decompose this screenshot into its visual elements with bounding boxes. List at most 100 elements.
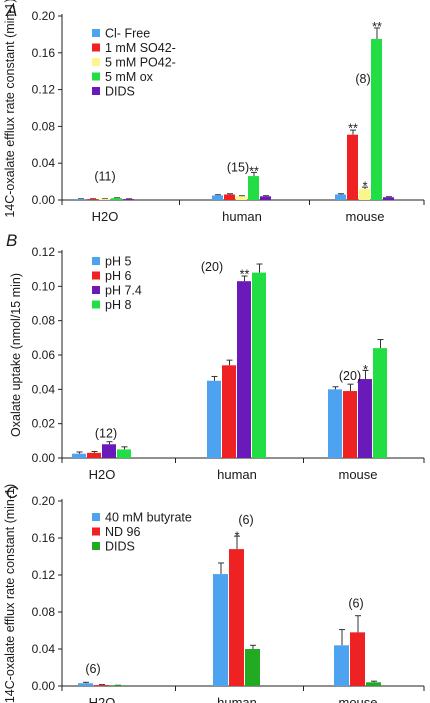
legend-swatch (92, 527, 100, 536)
panel-c-ylabel: 14C-oxalate efflux rate constant (min-1) (3, 484, 17, 703)
bar-ph-6-mouse (343, 391, 357, 458)
bar-ph-8-human (252, 272, 266, 458)
bar-5-mm-ox-h2o (111, 198, 122, 200)
bar-1-mm-so42--mouse (347, 134, 358, 200)
bar-1-mm-so42--human (224, 194, 235, 200)
y-tick-label: 0.12 (32, 245, 56, 259)
sample-count-label: (20) (339, 369, 361, 383)
bar-ph-8-h2o (117, 449, 131, 458)
bar-5-mm-po42--h2o (99, 199, 110, 200)
y-tick-label: 0.00 (32, 193, 56, 207)
y-tick-label: 0.16 (32, 531, 56, 545)
bar-nd-96-human (229, 549, 244, 686)
sample-count-label: (11) (94, 170, 115, 184)
bar-cl-free-mouse (335, 194, 346, 200)
bar-nd-96-mouse (350, 632, 365, 686)
panel-b-letter: B (6, 231, 17, 250)
significance-marker: ** (240, 268, 250, 282)
bar-ph-6-h2o (87, 452, 101, 458)
bar-dids-human (245, 649, 260, 686)
panel-c: C 14C-oxalate efflux rate constant (min-… (3, 483, 425, 703)
x-tick-label: human (217, 467, 257, 482)
legend-label: 5 mM ox (105, 70, 154, 84)
significance-marker: * (235, 529, 240, 543)
bar-dids-human (260, 196, 271, 200)
legend-swatch (92, 29, 100, 37)
legend-swatch (92, 257, 100, 265)
y-tick-label: 0.00 (32, 451, 56, 465)
y-tick-label: 0.08 (32, 119, 56, 133)
x-tick-label: human (217, 695, 257, 703)
y-tick-label: 0.20 (32, 494, 56, 508)
bar-ph-5-human (207, 380, 221, 458)
sample-count-label: (6) (85, 662, 100, 676)
panel-a-ylabel: 14C-oxalate efflux rate constant (min-1) (3, 0, 17, 218)
legend-swatch (92, 271, 100, 280)
legend-label: DIDS (105, 540, 135, 554)
panel-a-letter: A (5, 1, 17, 20)
bar-1-mm-so42--h2o (87, 199, 98, 200)
bar-5-mm-ox-human (248, 176, 259, 200)
sample-count-label: (8) (355, 72, 370, 86)
x-tick-label: mouse (345, 209, 384, 224)
legend-swatch (92, 87, 100, 95)
bar-dids-mouse (383, 197, 394, 200)
y-tick-label: 0.20 (32, 9, 56, 23)
x-tick-label: human (222, 209, 262, 224)
y-tick-label: 0.06 (32, 348, 56, 362)
legend-label: pH 5 (105, 255, 131, 269)
legend-swatch (92, 300, 100, 309)
sample-count-label: (6) (348, 596, 363, 610)
y-tick-label: 0.08 (32, 314, 56, 328)
legend-label: 1 mM SO42- (105, 41, 176, 55)
y-tick-label: 0.04 (32, 642, 56, 656)
bar-5-mm-po42--mouse (359, 188, 370, 200)
legend-label: DIDS (105, 85, 135, 99)
legend-label: pH 8 (105, 298, 131, 312)
x-tick-label: H2O (92, 209, 119, 224)
bar-ph-5-mouse (328, 389, 342, 458)
legend-swatch (92, 58, 100, 66)
bar-ph-7-4-mouse (358, 379, 372, 458)
bar-cl-free-human (212, 195, 223, 200)
bar-dids-h2o (123, 199, 134, 200)
panel-a: A 14C-oxalate efflux rate constant (min-… (3, 0, 425, 224)
bar-ph-8-mouse (373, 348, 387, 458)
y-tick-label: 0.08 (32, 605, 56, 619)
bar-dids-mouse (366, 682, 381, 686)
y-tick-label: 0.00 (32, 679, 56, 693)
y-tick-label: 0.10 (32, 279, 56, 293)
legend-label: ND 96 (105, 525, 140, 539)
legend-swatch (92, 43, 100, 52)
x-tick-label: mouse (338, 695, 377, 703)
legend-label: 5 mM PO42- (105, 56, 176, 70)
x-tick-label: H2O (89, 467, 116, 482)
significance-marker: * (363, 179, 368, 193)
legend-swatch (92, 513, 100, 521)
sample-count-label: (6) (238, 513, 253, 527)
legend-swatch (92, 72, 100, 81)
bar-ph-7-4-human (237, 281, 251, 458)
y-tick-label: 0.02 (32, 417, 56, 431)
bar-ph-7-4-h2o (102, 444, 116, 458)
legend-label: pH 6 (105, 269, 131, 283)
bar-nd-96-h2o (94, 685, 109, 686)
sample-count-label: (20) (201, 260, 223, 274)
sample-count-label: (12) (95, 426, 117, 440)
y-tick-label: 0.12 (32, 83, 56, 97)
x-tick-label: H2O (89, 695, 116, 703)
legend-label: Cl- Free (105, 27, 150, 41)
significance-marker: * (363, 363, 368, 377)
bar-5-mm-ox-mouse (371, 39, 382, 200)
x-tick-label: mouse (338, 467, 377, 482)
bar-dids-h2o (110, 685, 125, 686)
panel-c-letter: C (6, 483, 19, 502)
significance-marker: ** (249, 165, 259, 179)
significance-marker: ** (348, 121, 358, 135)
legend-swatch (92, 286, 100, 294)
legend-swatch (92, 542, 100, 550)
bar-5-mm-po42--human (236, 196, 247, 200)
y-tick-label: 0.16 (32, 46, 56, 60)
bar-cl-free-h2o (75, 199, 86, 200)
